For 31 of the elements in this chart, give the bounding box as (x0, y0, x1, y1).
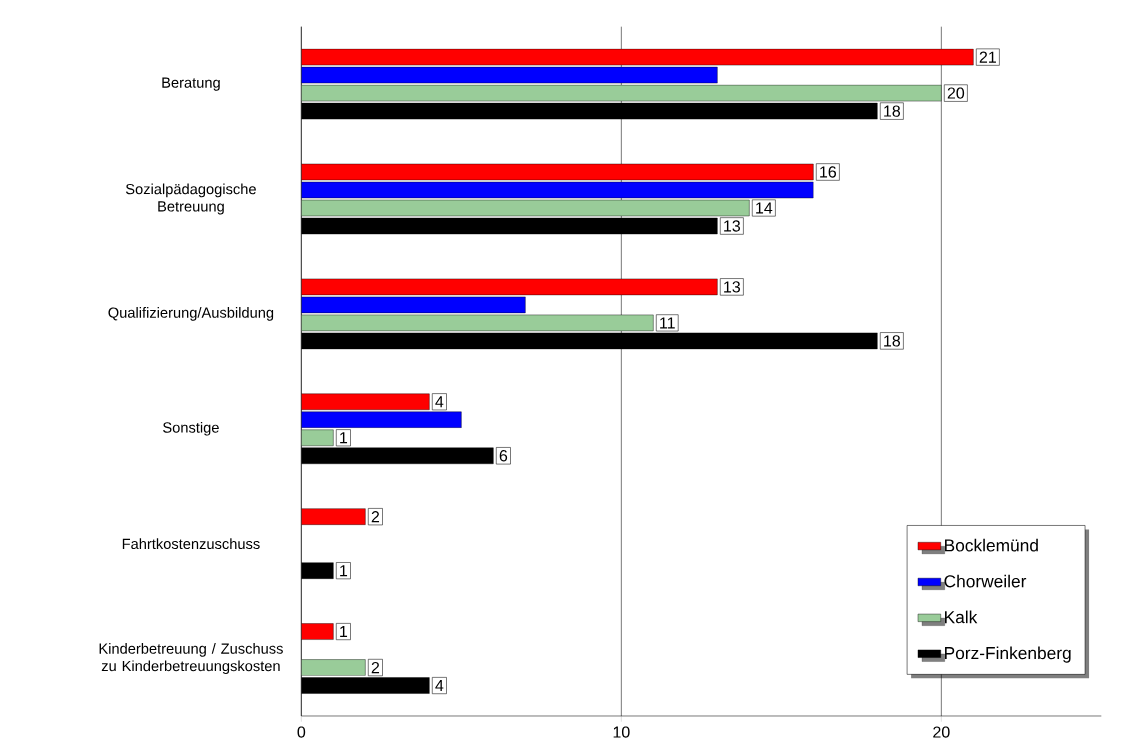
bar (301, 411, 462, 428)
data-label: 14 (756, 202, 773, 214)
data-label: 16 (820, 166, 837, 178)
legend-label: Kalk (945, 610, 978, 624)
data-label: 18 (884, 335, 901, 347)
y-tick-label: Sozialpädagogische Betreuung (125, 183, 256, 215)
y-tick-label: Kinderbetreuung / Zuschuss zu Kinderbetreuungskosten (99, 642, 283, 674)
data-label: 11 (660, 317, 675, 329)
data-label: 1 (340, 432, 348, 444)
data-label: 4 (435, 679, 444, 691)
data-label: 13 (724, 281, 741, 293)
y-tick-label: Beratung (162, 77, 220, 91)
x-tick-label: 0 (297, 726, 306, 738)
legend-label: Chorweiler (944, 574, 1027, 588)
data-label: 6 (499, 449, 508, 462)
data-label: 20 (947, 87, 965, 99)
x-tick-label: 10 (613, 726, 630, 738)
legend-label: Porz-Finkenberg (945, 646, 1071, 663)
data-label: 2 (371, 510, 380, 523)
x-tick-label: 20 (933, 726, 950, 738)
data-label: 18 (884, 105, 901, 117)
y-tick-label: Fahrtkostenzuschuss (122, 538, 260, 549)
data-label: 13 (724, 220, 741, 232)
legend-label: Bocklemünd (945, 538, 1038, 552)
data-label: 4 (435, 396, 444, 408)
data-label: 1 (340, 625, 348, 637)
y-tick-label: Qualifizierung/Ausbildung (108, 306, 274, 321)
data-label: 1 (340, 565, 348, 577)
data-label: 2 (371, 661, 380, 673)
data-label: 21 (979, 51, 996, 63)
y-tick-label: Sonstige (163, 421, 219, 436)
